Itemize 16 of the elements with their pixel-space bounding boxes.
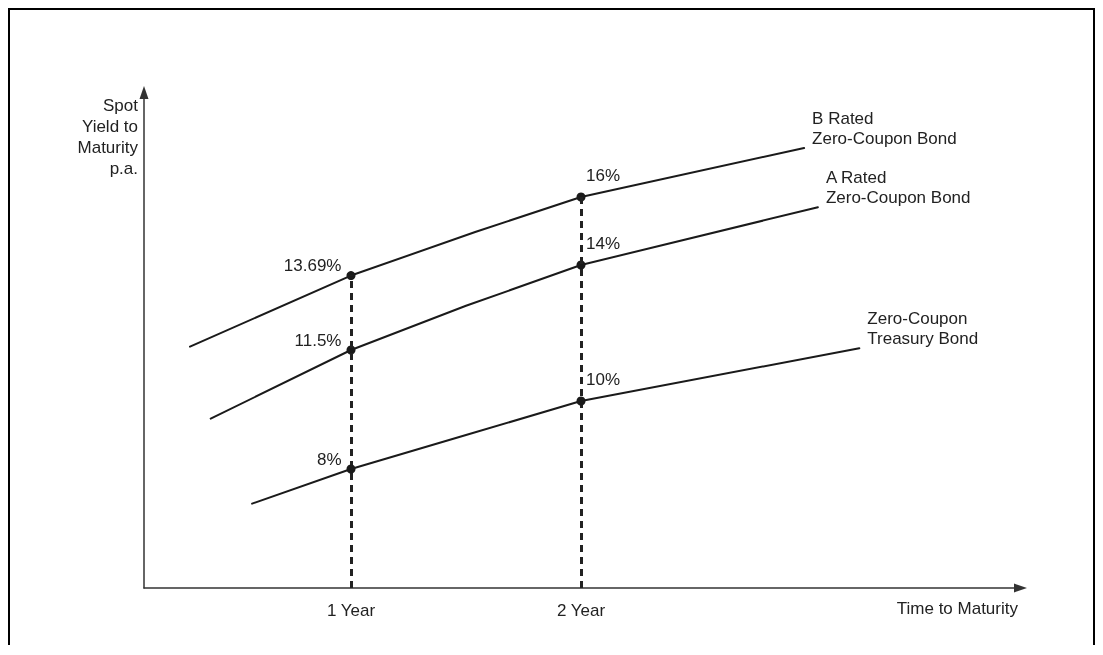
point [576,396,586,406]
series-label: A Rated Zero-Coupon Bond [825,167,971,207]
data-label: 16% [585,165,621,185]
point [346,271,356,281]
point [346,464,356,474]
data-label: 10% [585,369,621,389]
x-tick-label: 2 Year [556,601,606,620]
series-label: Zero-Coupon Treasury Bond [867,308,979,348]
data-label: 14% [585,233,621,253]
series-label: B Rated Zero-Coupon Bond [812,108,957,148]
x-tick-label: 1 Year [326,601,376,620]
data-label: 8% [316,449,342,469]
x-axis-title: Time to Maturity [896,599,1019,618]
data-label: 11.5% [294,330,342,350]
y-axis-title: Spot Yield to Maturity p.a. [77,96,139,178]
data-label: 13.69% [283,256,342,276]
